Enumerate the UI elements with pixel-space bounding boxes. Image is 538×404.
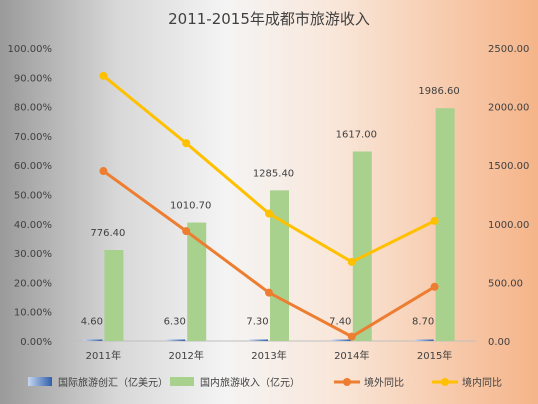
left-axis-tick-label: 100.00%	[8, 44, 53, 55]
legend-label: 国内旅游收入（亿元）	[200, 376, 300, 389]
x-axis-tick-label: 2015年	[417, 349, 452, 362]
data-label-domestic: 776.40	[90, 228, 125, 239]
lines-layer	[99, 71, 439, 341]
left-axis-tick-label: 80.00%	[14, 103, 52, 114]
labels-layer: 4.60 776.40 6.30 1010.70 7.30 1285.40 7.40 1617…	[81, 86, 460, 327]
bar-domestic	[187, 222, 207, 341]
right-axis-tick-label: 500.00	[488, 278, 523, 289]
line-point-outbound-yoy	[182, 227, 191, 236]
data-label-domestic: 1285.40	[253, 168, 294, 179]
data-label-international: 6.30	[164, 317, 186, 328]
data-label-international: 7.40	[329, 317, 351, 328]
bar-international	[83, 339, 103, 341]
legend-swatch-marker	[343, 378, 351, 386]
legend-label: 境外同比	[364, 376, 404, 389]
bar-international	[249, 339, 268, 341]
x-axis-tick-label: 2014年	[334, 349, 369, 362]
line-point-inbound-yoy	[182, 139, 191, 148]
legend-swatch-marker	[441, 378, 449, 386]
left-axis-tick-label: 30.00%	[14, 249, 52, 260]
left-axis-tick-label: 50.00%	[14, 191, 52, 202]
left-axis-tick-label: 0.00%	[20, 337, 52, 348]
bars-layer	[83, 108, 455, 342]
axes-layer: 0.00% 10.00% 20.00% 30.00% 40.00% 50.00% 60.00…	[8, 44, 530, 362]
data-label-domestic: 1986.60	[418, 86, 459, 97]
bar-international	[166, 339, 186, 341]
left-axis-tick-label: 20.00%	[14, 278, 52, 289]
data-label-international: 8.70	[412, 317, 434, 328]
right-axis-tick-label: 1500.00	[488, 161, 529, 172]
left-axis-tick-label: 70.00%	[14, 132, 52, 143]
data-label-domestic: 1010.70	[170, 201, 211, 212]
line-point-outbound-yoy	[265, 288, 273, 297]
bar-domestic	[435, 108, 455, 342]
x-axis-tick-label: 2011年	[86, 349, 121, 362]
right-axis-tick-label: 1000.00	[488, 220, 529, 231]
line-point-outbound-yoy	[430, 282, 439, 291]
x-axis-tick-label: 2013年	[251, 349, 286, 362]
right-axis-tick-label: 2000.00	[488, 103, 529, 114]
bar-domestic	[270, 190, 289, 341]
bar-international	[331, 339, 351, 341]
line-point-inbound-yoy	[430, 216, 439, 225]
left-axis-tick-label: 90.00%	[14, 73, 52, 84]
bar-international	[414, 339, 434, 341]
legend-swatch-domestic	[170, 377, 194, 386]
line-point-inbound-yoy	[265, 209, 273, 218]
left-axis-tick-label: 60.00%	[14, 161, 52, 172]
legend-label: 境内同比	[462, 376, 502, 389]
line-point-inbound-yoy	[99, 71, 108, 80]
right-axis-tick-label: 2500.00	[488, 44, 529, 55]
right-axis-tick-label: 0.00	[488, 337, 510, 348]
data-label-international: 7.30	[246, 317, 268, 328]
left-axis-tick-label: 40.00%	[14, 220, 52, 231]
legend: 国际旅游创汇（亿美元） 国内旅游收入（亿元） 境外同比 境内同比	[28, 376, 502, 389]
data-label-international: 4.60	[81, 317, 103, 328]
line-point-inbound-yoy	[347, 257, 356, 266]
x-axis-tick-label: 2012年	[168, 349, 203, 362]
bar-domestic	[352, 151, 372, 341]
legend-label: 国际旅游创汇（亿美元）	[58, 376, 168, 389]
bar-domestic	[104, 250, 124, 341]
data-label-domestic: 1617.00	[336, 129, 377, 140]
line-point-outbound-yoy	[347, 332, 356, 341]
chart-title: 2011-2015年成都市旅游收入	[168, 10, 370, 28]
left-axis-tick-label: 10.00%	[14, 308, 52, 319]
line-point-outbound-yoy	[99, 167, 108, 176]
legend-swatch-international	[28, 377, 52, 386]
